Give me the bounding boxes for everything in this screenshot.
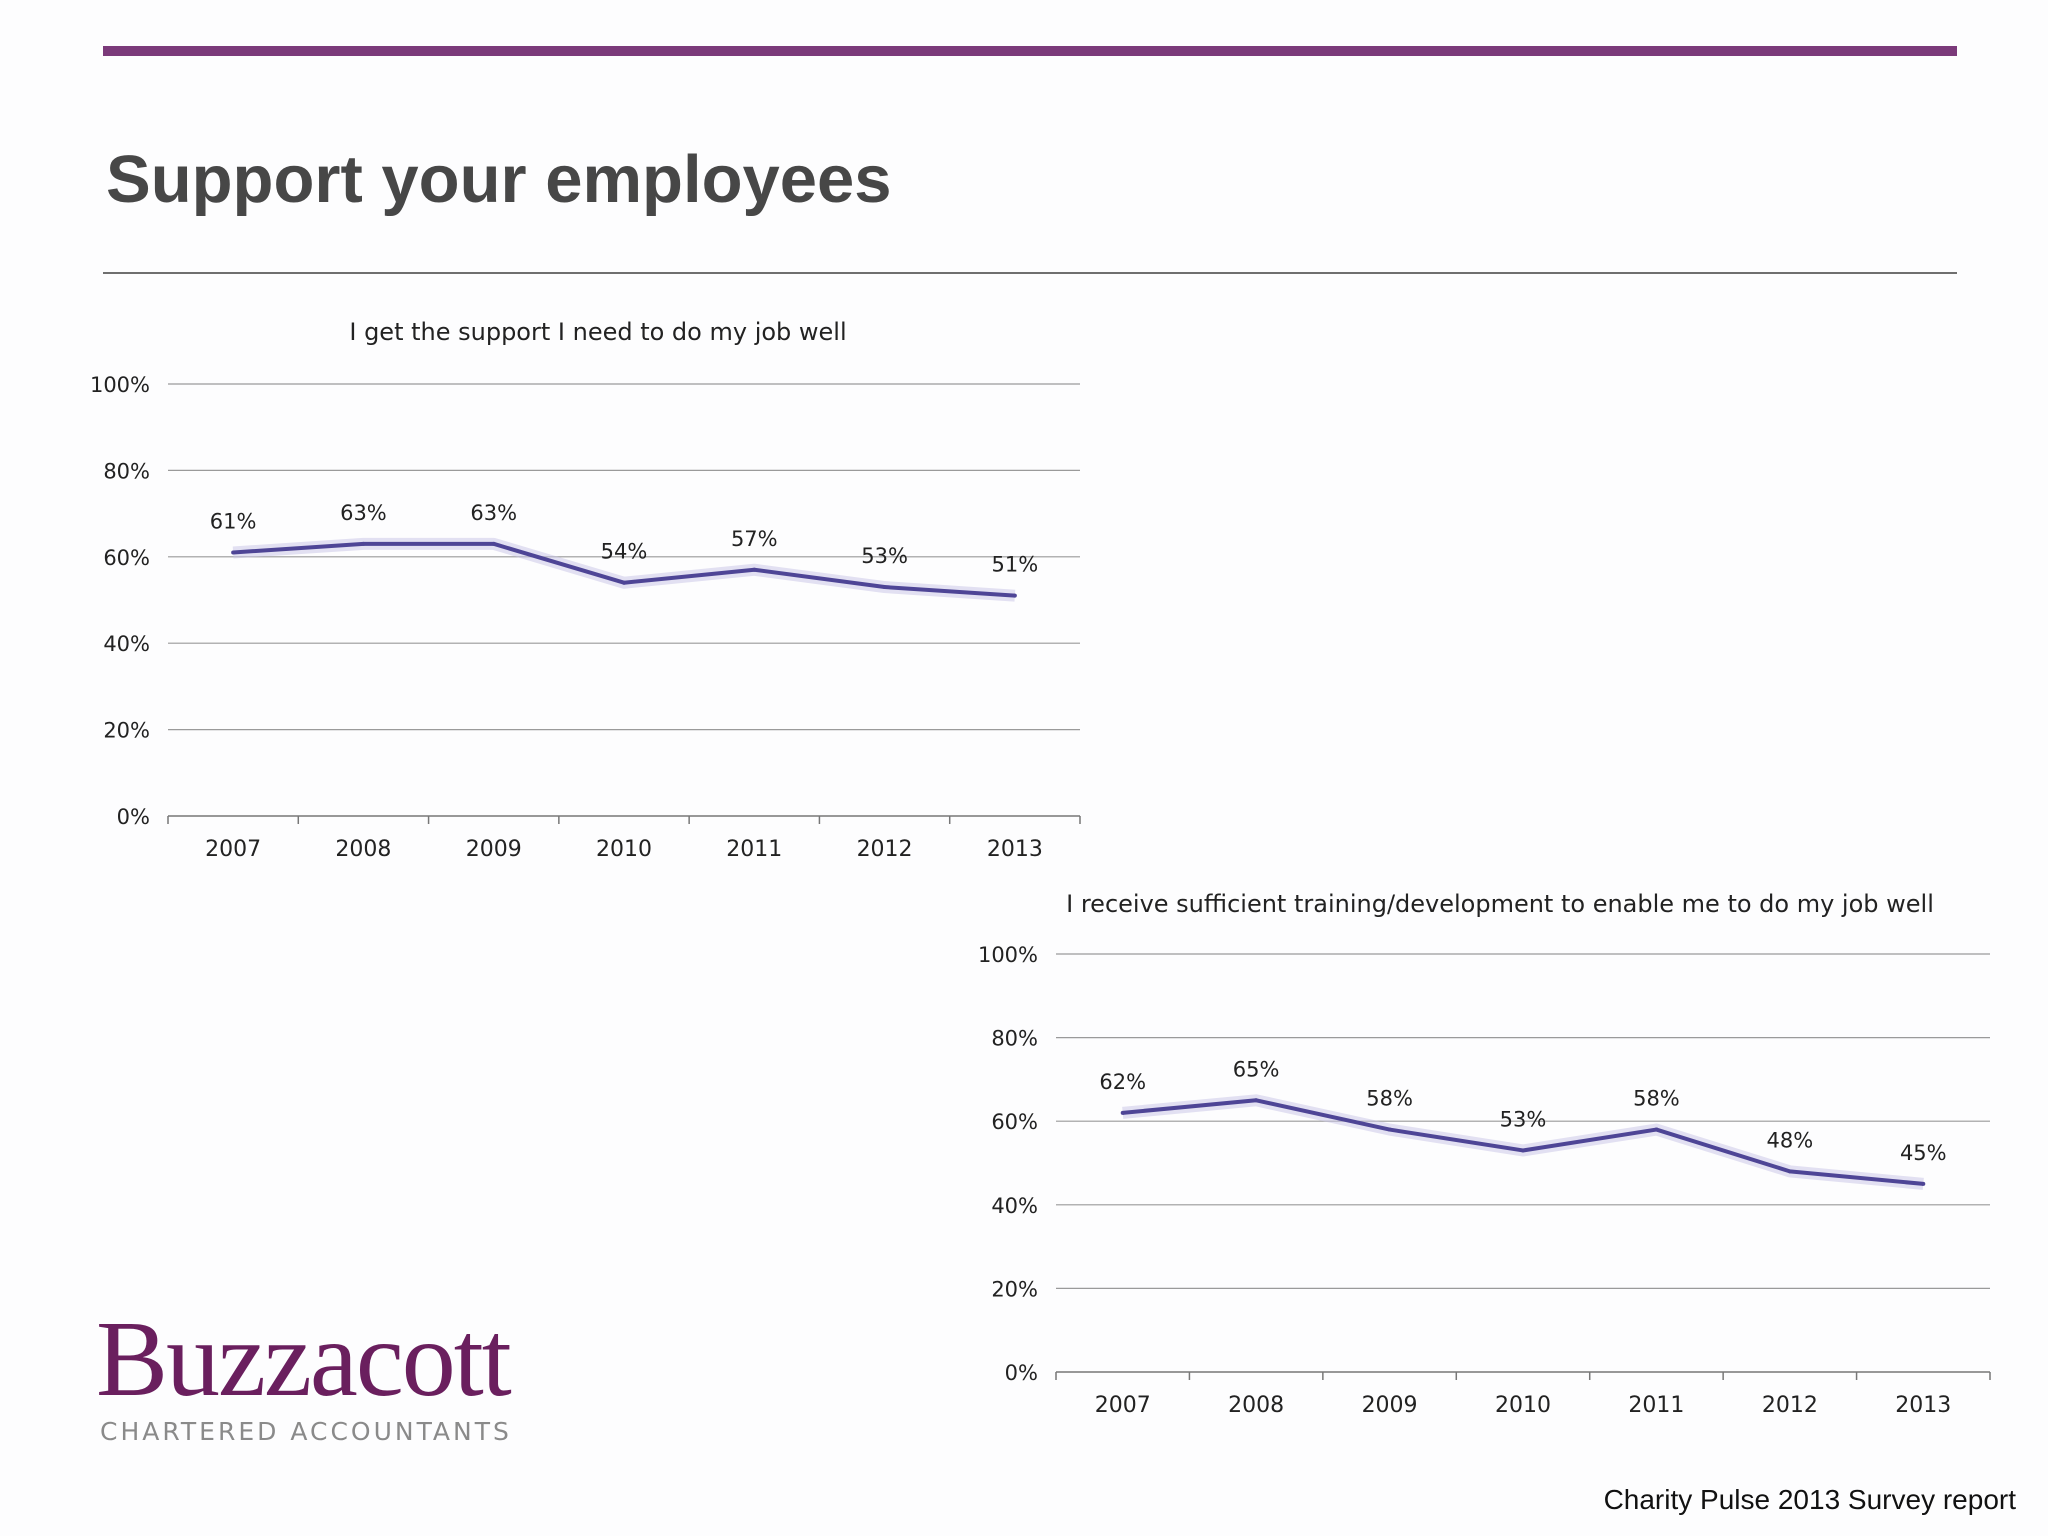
support-chart: I get the support I need to do my job we… — [80, 300, 1100, 880]
y-tick-label: 80% — [103, 459, 150, 483]
training-chart-svg: I receive sufficient training/developmen… — [978, 890, 1991, 1418]
data-point — [1120, 1110, 1125, 1115]
data-label: 54% — [601, 540, 648, 564]
title-divider — [103, 272, 1957, 274]
page-title: Support your employees — [106, 142, 892, 217]
y-tick-label: 40% — [991, 1194, 1038, 1218]
data-label: 45% — [1900, 1141, 1947, 1165]
source-footer: Charity Pulse 2013 Survey report — [1603, 1484, 2016, 1515]
data-label: 61% — [210, 509, 257, 533]
data-point — [752, 567, 757, 572]
data-label: 58% — [1633, 1087, 1680, 1111]
x-tick-label: 2010 — [1495, 1393, 1551, 1418]
data-point — [361, 541, 366, 546]
y-tick-label: 20% — [991, 1277, 1038, 1301]
x-tick-label: 2013 — [1895, 1393, 1951, 1418]
data-point — [1654, 1127, 1659, 1132]
data-point — [1254, 1098, 1259, 1103]
data-point — [1387, 1127, 1392, 1132]
y-tick-label: 60% — [103, 546, 150, 570]
data-label: 53% — [861, 544, 908, 568]
data-point — [231, 550, 236, 555]
chart-title: I receive sufficient training/developmen… — [1066, 890, 1934, 918]
data-label: 48% — [1767, 1128, 1814, 1152]
data-label: 51% — [992, 553, 1039, 577]
data-label: 58% — [1366, 1087, 1413, 1111]
data-point — [1012, 593, 1017, 598]
y-tick-label: 60% — [991, 1110, 1038, 1134]
data-label: 63% — [470, 501, 517, 525]
data-label: 63% — [340, 501, 387, 525]
y-tick-label: 20% — [103, 719, 150, 743]
chart-title: I get the support I need to do my job we… — [349, 318, 846, 346]
training-chart: I receive sufficient training/developmen… — [960, 870, 2000, 1430]
logo-tagline: CHARTERED ACCOUNTANTS — [100, 1417, 512, 1446]
x-tick-label: 2009 — [466, 837, 522, 862]
x-tick-label: 2008 — [1228, 1393, 1284, 1418]
x-tick-label: 2010 — [596, 837, 652, 862]
buzzacott-logo: Buzzacott CHARTERED ACCOUNTANTS — [96, 1300, 512, 1447]
x-tick-label: 2013 — [987, 837, 1043, 862]
x-tick-label: 2008 — [335, 837, 391, 862]
x-tick-label: 2011 — [726, 837, 782, 862]
data-point — [1921, 1181, 1926, 1186]
top-accent-bar — [103, 46, 1957, 56]
x-tick-label: 2012 — [1762, 1393, 1818, 1418]
data-label: 65% — [1233, 1057, 1280, 1081]
data-point — [882, 585, 887, 590]
data-point — [1521, 1148, 1525, 1153]
data-point — [1787, 1169, 1792, 1174]
logo-wordmark: Buzzacott — [96, 1300, 512, 1419]
x-tick-label: 2011 — [1628, 1393, 1684, 1418]
y-tick-label: 100% — [978, 943, 1038, 967]
data-label: 57% — [731, 527, 778, 551]
data-point — [491, 541, 496, 546]
x-tick-label: 2009 — [1362, 1393, 1418, 1418]
y-tick-label: 40% — [103, 632, 150, 656]
x-tick-label: 2012 — [857, 837, 913, 862]
data-point — [622, 580, 626, 585]
data-label: 62% — [1099, 1070, 1146, 1094]
y-tick-label: 100% — [90, 373, 150, 397]
y-tick-label: 80% — [991, 1027, 1038, 1051]
x-tick-label: 2007 — [1095, 1393, 1151, 1418]
x-tick-label: 2007 — [205, 837, 261, 862]
support-chart-svg: I get the support I need to do my job we… — [90, 318, 1081, 862]
y-tick-label: 0% — [117, 805, 150, 829]
y-tick-label: 0% — [1005, 1361, 1038, 1385]
data-label: 53% — [1500, 1107, 1547, 1131]
